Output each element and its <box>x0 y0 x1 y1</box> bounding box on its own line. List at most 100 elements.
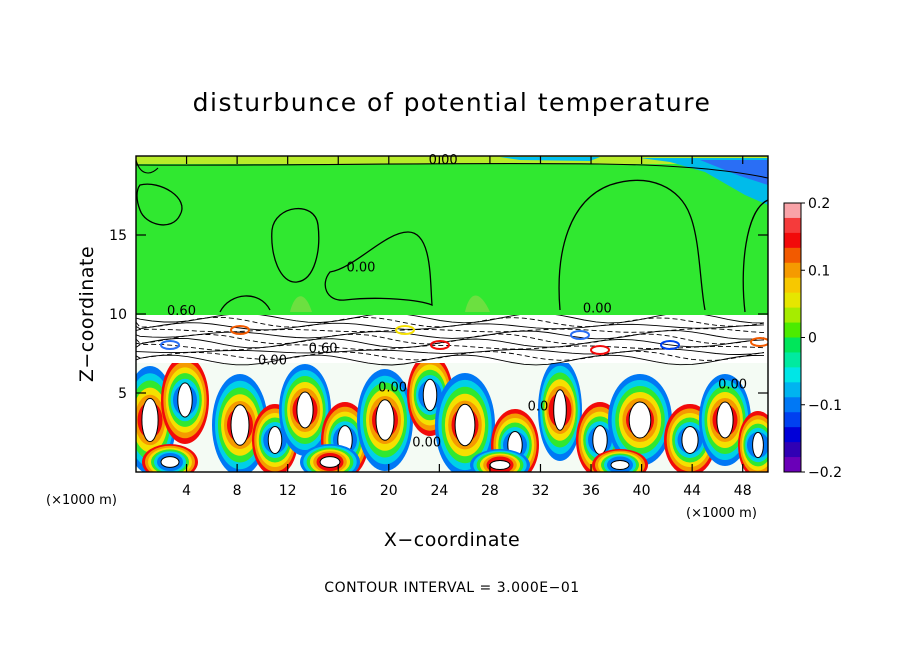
turbulent-cell-core <box>489 460 511 470</box>
top-center-blue-streak <box>500 157 600 161</box>
turbulent-cell-core <box>716 401 734 439</box>
colorbar-swatch <box>784 352 801 368</box>
contour-label: 0.00 <box>258 354 287 369</box>
dense-contour-line <box>136 348 765 355</box>
colorbar-swatch <box>784 262 801 279</box>
dense-band-color-contour <box>750 337 768 347</box>
turbulent-cells <box>136 354 768 472</box>
colorbar-swatch <box>784 397 801 413</box>
colorbar-swatch <box>784 277 801 294</box>
x-tick-label: 24 <box>430 483 448 499</box>
x-tick-label: 12 <box>279 483 297 499</box>
contour-top-2 <box>136 159 159 174</box>
contour-upper-5 <box>558 179 706 311</box>
colorbar-swatch <box>784 232 801 249</box>
x-tick-label: 36 <box>582 483 600 499</box>
x-unit-label: (×1000 m) <box>46 493 117 508</box>
contour-upper-4 <box>219 295 271 313</box>
turbulent-cell-core <box>610 460 630 470</box>
contour-labels: 0.00 0.00 0.60 0.00 0.60 0.00 0.00 0.00 0.0 0.00 <box>167 153 747 451</box>
colorbar-swatch <box>784 292 801 309</box>
dense-contour-line <box>136 343 765 351</box>
dense-band-color-contour <box>660 340 680 350</box>
y-axis-ticks: 5 10 15 <box>109 228 768 402</box>
colorbar-swatch <box>784 203 801 219</box>
dense-band-color-contour <box>430 340 450 350</box>
x-tick-label: 8 <box>233 483 242 499</box>
turbulent-cell-core <box>681 426 699 454</box>
turbulent-cell-core <box>319 456 341 468</box>
contour-label: 0.60 <box>309 342 338 357</box>
contour-upper-1 <box>136 183 183 226</box>
colorbar: 0.2 0.1 0 −0.1 −0.2 <box>783 196 842 481</box>
dense-band-color-contour <box>160 340 180 350</box>
colorbar-swatch <box>784 217 801 234</box>
colorbar-tick-label: 0.1 <box>808 263 830 279</box>
contour-upper-6 <box>742 199 768 313</box>
z-unit-label: (×1000 m) <box>686 506 757 521</box>
y-tick-label: 15 <box>109 228 127 244</box>
x-tick-label: 44 <box>683 483 701 499</box>
contour-label: 0.00 <box>378 380 407 395</box>
contour-label: 0.00 <box>583 301 612 316</box>
colorbar-swatch <box>784 337 801 353</box>
green-tint-bumps <box>290 295 490 312</box>
turbulent-cell-core <box>454 403 476 447</box>
upper-green-region <box>136 156 768 315</box>
contour-label: 0.00 <box>429 153 458 168</box>
x-tick-label: 20 <box>380 483 398 499</box>
colorbar-swatch <box>784 442 801 458</box>
x-tick-label: 4 <box>182 483 191 499</box>
contour-interval-note: CONTOUR INTERVAL = 3.000E−01 <box>324 580 579 596</box>
contour-upper-3 <box>324 231 433 307</box>
plot-area <box>136 156 768 472</box>
colorbar-swatch <box>784 307 801 324</box>
x-tick-label: 16 <box>329 483 347 499</box>
turbulent-cell-core <box>553 389 567 431</box>
x-tick-label: 40 <box>633 483 651 499</box>
colorbar-swatch <box>784 412 801 428</box>
turbulent-cell-core <box>752 431 764 459</box>
turbulent-cell-core <box>628 401 652 439</box>
colorbar-swatch <box>784 322 801 338</box>
contour-label: 0.00 <box>718 377 747 392</box>
y-axis-title: Z−coordinate <box>76 246 98 382</box>
turbulent-cell-core <box>592 425 608 455</box>
contour-label: 0.0 <box>528 399 549 414</box>
contour-upper-2 <box>271 208 320 283</box>
colorbar-swatch <box>784 367 801 383</box>
colorbar-tick-label: 0.2 <box>808 196 830 212</box>
colorbar-tick-label: 0 <box>808 331 817 347</box>
dense-band-color-contour <box>230 325 250 335</box>
dense-contour-line <box>136 354 765 366</box>
x-tick-label: 28 <box>481 483 499 499</box>
contour-label: 0.00 <box>412 436 441 451</box>
turbulent-cell-core <box>422 378 438 412</box>
colorbar-tick-label: −0.2 <box>808 465 842 481</box>
x-tick-label: 32 <box>532 483 550 499</box>
dense-band-color-contour <box>395 325 415 335</box>
turbulent-cell-core <box>177 382 193 418</box>
y-tick-label: 10 <box>109 307 127 323</box>
turbulent-cell-core <box>296 391 314 429</box>
x-tick-label: 48 <box>734 483 752 499</box>
colorbar-swatch <box>784 427 801 443</box>
dense-band-color-contour <box>590 345 610 355</box>
dense-band-color-contour <box>570 330 590 340</box>
contour-label: 0.60 <box>167 304 196 319</box>
colorbar-swatch <box>784 457 801 473</box>
chart-title: disturbunce of potential temperature <box>193 88 712 117</box>
colorbar-swatch <box>784 247 801 264</box>
contour-label: 0.00 <box>347 260 376 275</box>
turbulent-cell-core <box>267 426 283 454</box>
y-tick-label: 5 <box>118 386 127 402</box>
x-axis-ticks: 4 8 12 16 20 24 28 32 36 40 44 48 <box>182 156 752 499</box>
turbulent-cell-core <box>141 397 159 443</box>
turbulent-cell-core <box>375 399 395 441</box>
turbulent-cell-core <box>160 456 180 468</box>
contour-top <box>136 162 768 179</box>
top-cap-band <box>136 156 768 164</box>
colorbar-swatch <box>784 382 801 398</box>
colorbar-tick-label: −0.1 <box>808 398 842 414</box>
